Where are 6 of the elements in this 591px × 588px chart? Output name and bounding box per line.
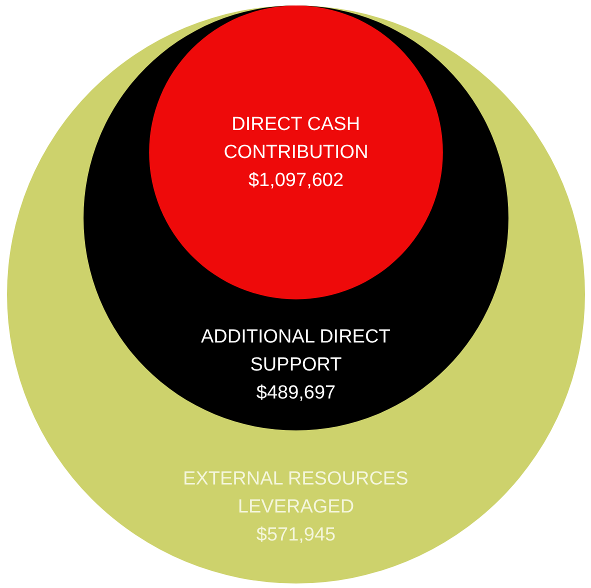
- category-label: ADDITIONAL DIRECT SUPPORT: [200, 326, 391, 376]
- category-label: DIRECT CASH CONTRIBUTION: [224, 114, 368, 163]
- category-label: EXTERNAL RESOURCES LEVERAGED: [183, 468, 408, 518]
- data-label: $1,097,602: [248, 170, 344, 191]
- data-label: $489,697: [256, 382, 336, 404]
- data-label: $571,945: [256, 524, 336, 546]
